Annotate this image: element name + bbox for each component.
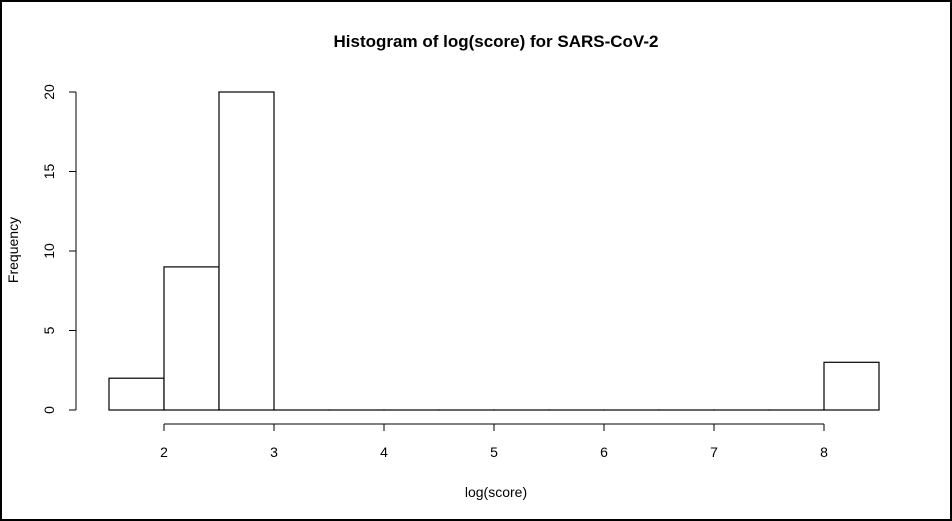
y-tick-label: 0: [41, 406, 57, 414]
y-axis: 0 5 10 15 20: [41, 84, 77, 414]
x-tick-label: 6: [600, 444, 608, 460]
x-axis: 2 3 4 5 6 7 8: [160, 423, 828, 460]
chart-title: Histogram of log(score) for SARS-CoV-2: [334, 32, 659, 51]
x-axis-label: log(score): [465, 484, 527, 500]
histogram-bar: [163, 266, 220, 411]
histogram-bar: [108, 377, 165, 411]
x-tick-label: 2: [160, 444, 168, 460]
y-tick-label: 5: [41, 326, 57, 334]
histogram-bar: [218, 91, 275, 411]
x-tick-label: 3: [270, 444, 278, 460]
x-tick-label: 7: [710, 444, 718, 460]
x-tick-label: 5: [490, 444, 498, 460]
y-tick-label: 20: [41, 84, 57, 100]
y-tick-label: 15: [41, 164, 57, 180]
histogram-bar: [823, 361, 880, 411]
x-tick-label: 4: [380, 444, 388, 460]
x-tick-label: 8: [820, 444, 828, 460]
bars-group: [108, 91, 880, 411]
y-tick-label: 10: [41, 243, 57, 259]
y-axis-label: Frequency: [5, 217, 21, 283]
